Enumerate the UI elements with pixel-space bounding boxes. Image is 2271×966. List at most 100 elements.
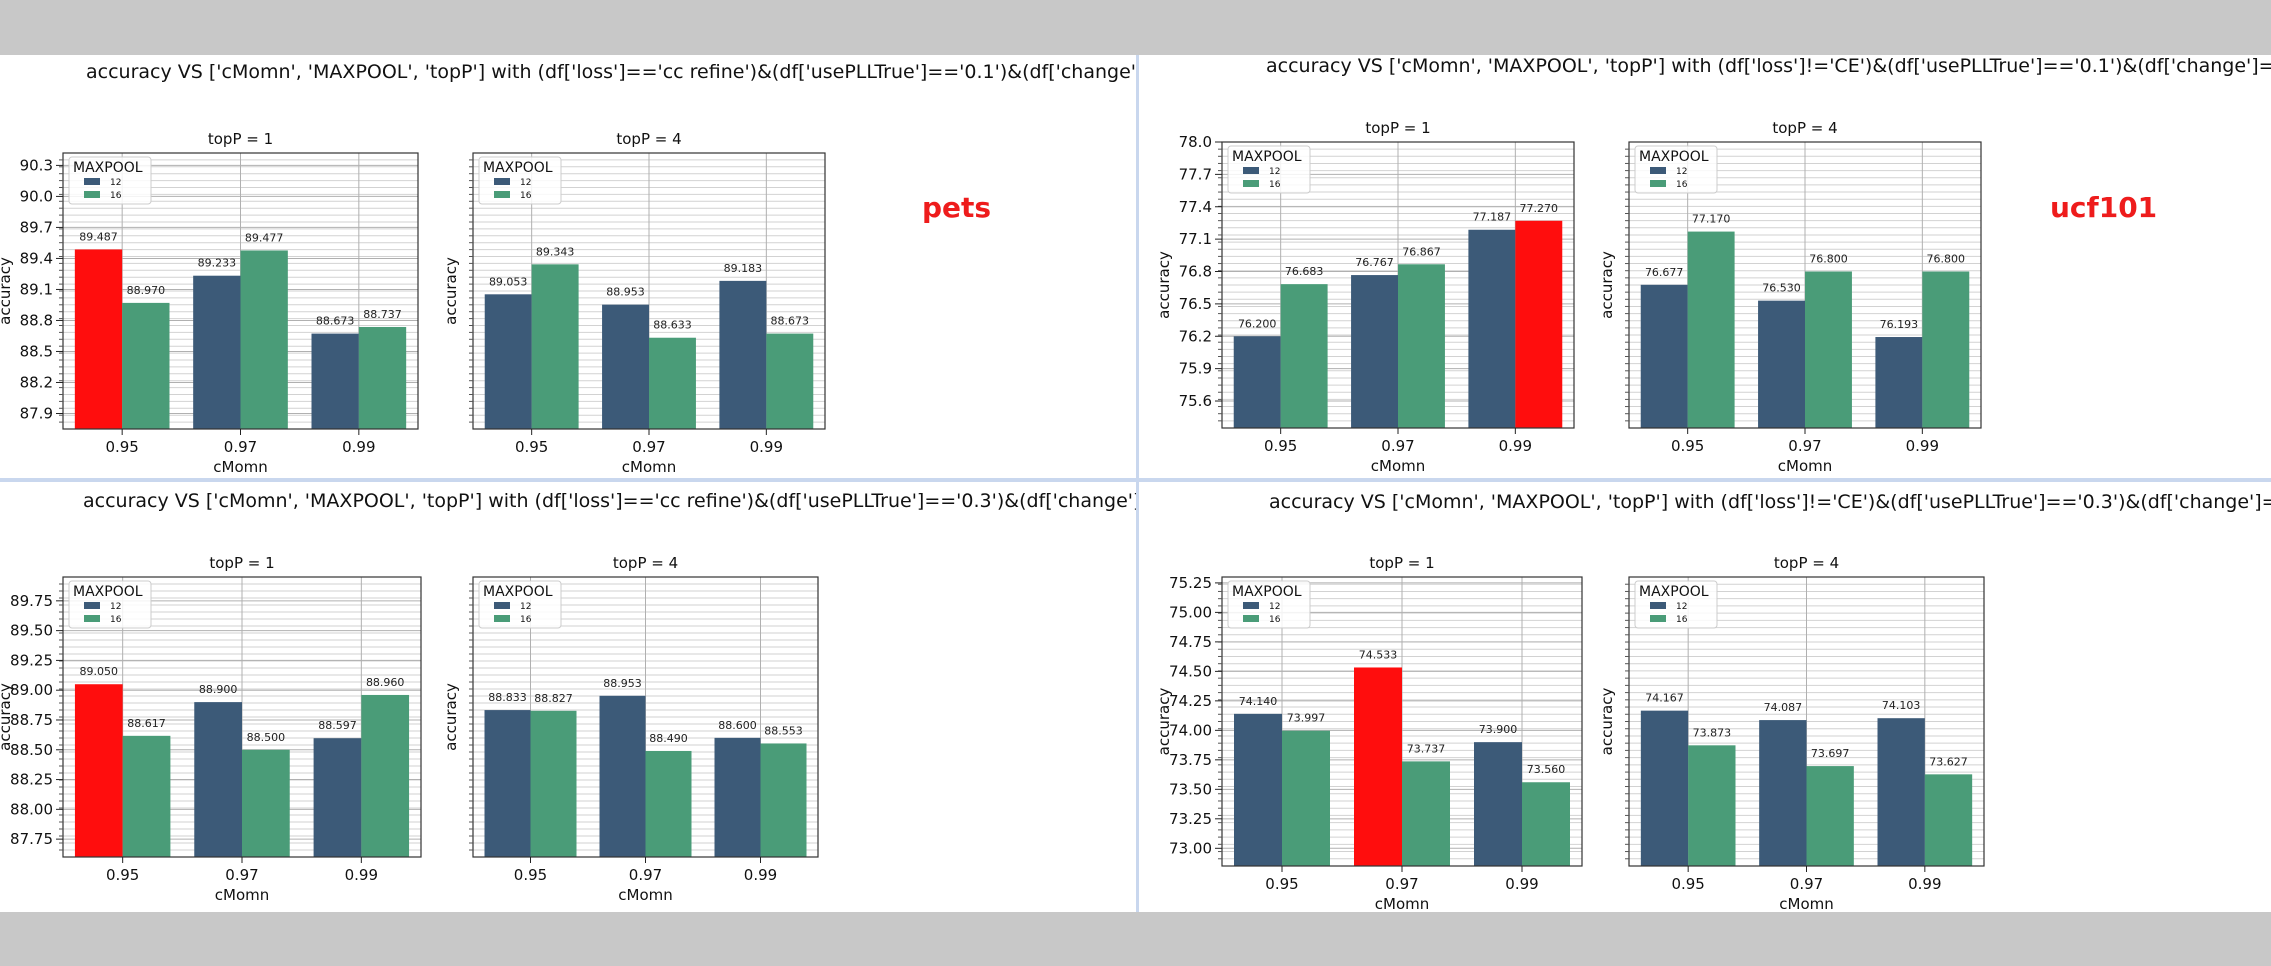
legend-label-16: 16 [1269,180,1281,190]
subplot-title: topP = 4 [1772,119,1837,137]
bar-12-0.99 [719,280,767,429]
bar-16-0.95 [531,264,579,429]
bar-12-0.99 [313,738,362,857]
legend-title: MAXPOOL [483,584,553,600]
legend-label-16: 16 [520,615,532,625]
x-tick-label: 0.97 [224,438,257,456]
y-tick-label: 88.75 [10,711,53,729]
x-tick-label: 0.97 [629,866,662,884]
y-tick-label: 89.00 [10,681,53,699]
bar-12-0.95 [1640,284,1688,428]
y-tick-label: 74.75 [1169,633,1212,651]
y-tick-label: 88.25 [10,771,53,789]
legend-title: MAXPOOL [1232,149,1302,165]
legend-swatch-12 [1650,602,1666,609]
legend-title: MAXPOOL [1232,584,1302,600]
y-tick-label: 73.50 [1169,780,1212,798]
x-tick-label: 0.97 [1381,437,1414,455]
y-tick-label: 89.75 [10,592,53,610]
subplot-title: topP = 1 [208,130,273,148]
y-axis-label: accuracy [1155,688,1173,756]
x-tick-label: 0.97 [632,438,665,456]
bar-12-0.97 [599,695,646,857]
x-tick-label: 0.97 [1790,875,1823,893]
bar-value-label: 74.533 [1359,648,1398,661]
y-axis-label: accuracy [442,257,460,325]
bar-16-0.99 [760,743,807,857]
subplot-title: topP = 1 [1369,554,1434,572]
x-tick-label: 0.95 [106,866,139,884]
y-tick-label: 75.00 [1169,603,1212,621]
legend-swatch-12 [84,178,100,185]
legend-swatch-16 [1243,615,1259,622]
x-tick-label: 0.95 [1671,437,1704,455]
legend-label-12: 12 [1676,167,1687,177]
y-axis-label: accuracy [1155,251,1173,319]
y-tick-label: 89.1 [20,280,53,298]
legend-label-12: 12 [1269,602,1280,612]
y-tick-label: 77.1 [1179,230,1212,248]
chart-tr4: 76.677 76.530 76.193 77.170 76.800 76.800 0.95… [1598,119,1982,475]
panel-title: accuracy VS ['cMomn', 'MAXPOOL', 'topP']… [86,61,1136,83]
bar-16-0.95 [122,302,170,429]
x-tick-label: 0.95 [514,866,547,884]
legend-label-12: 12 [520,178,531,188]
subplot-title: topP = 4 [613,554,678,572]
bar-value-label: 88.633 [653,319,692,332]
bar-12-0.97 [1354,667,1402,866]
y-tick-label: 87.75 [10,830,53,848]
y-tick-label: 90.3 [20,156,53,174]
y-tick-label: 74.25 [1169,692,1212,710]
y-tick-label: 87.9 [20,404,53,422]
legend-swatch-16 [494,191,510,198]
chart-tl4: 89.053 88.953 89.183 89.343 88.633 88.673 0.95… [442,130,826,476]
legend-label-16: 16 [1269,615,1281,625]
legend-label-16: 16 [520,191,532,201]
y-tick-label: 74.00 [1169,721,1212,739]
bar-12-0.97 [1758,300,1805,428]
legend-swatch-12 [1243,167,1259,174]
bar-value-label: 89.343 [536,245,575,258]
bar-16-0.97 [1806,766,1854,866]
bar-value-label: 88.597 [318,719,357,732]
x-axis-label: cMomn [622,458,677,476]
legend-swatch-12 [1243,602,1259,609]
y-tick-label: 75.9 [1179,360,1212,378]
legend-title: MAXPOOL [73,584,143,600]
bar-16-0.95 [1280,284,1328,428]
bar-12-0.95 [74,684,123,857]
legend-label-12: 12 [1269,167,1280,177]
x-axis-label: cMomn [1371,457,1426,475]
bar-value-label: 74.140 [1239,695,1278,708]
x-tick-label: 0.97 [1385,875,1418,893]
x-tick-label: 0.99 [1499,437,1532,455]
bar-12-0.97 [602,304,649,429]
x-tick-label: 0.99 [342,438,375,456]
x-tick-label: 0.95 [515,438,548,456]
x-axis-label: cMomn [1375,895,1430,913]
y-tick-label: 89.7 [20,218,53,236]
bar-12-0.95 [1233,336,1281,428]
chart-tl1: 89.487 89.233 88.673 88.970 89.477 88.737 87.9… [0,130,419,476]
bar-value-label: 73.627 [1929,755,1968,768]
legend-title: MAXPOOL [483,160,553,176]
bar-16-0.97 [649,337,696,429]
bar-16-0.99 [1922,271,1970,428]
bar-16-0.95 [1687,231,1735,428]
bar-16-0.95 [122,735,171,857]
bar-value-label: 88.953 [603,677,642,690]
y-axis-label: accuracy [1598,688,1616,756]
bar-value-label: 89.183 [724,262,763,275]
y-tick-label: 73.00 [1169,839,1212,857]
bar-12-0.99 [1474,742,1522,866]
bar-16-0.99 [361,694,410,857]
bar-value-label: 89.053 [489,275,528,288]
y-tick-label: 90.0 [20,187,53,205]
bar-value-label: 89.487 [79,230,118,243]
legend-swatch-16 [1650,180,1666,187]
bar-value-label: 76.677 [1645,266,1684,279]
bar-12-0.95 [484,294,532,429]
y-tick-label: 73.25 [1169,810,1212,828]
y-tick-label: 88.00 [10,800,53,818]
